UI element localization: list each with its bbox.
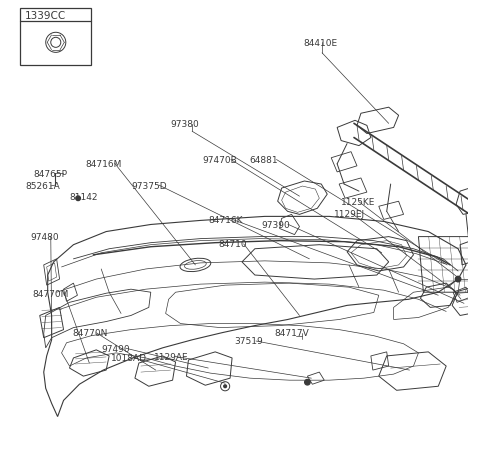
Text: 97480: 97480 <box>30 232 59 241</box>
Text: 1339CC: 1339CC <box>25 10 66 20</box>
Text: 1129AE: 1129AE <box>154 352 189 361</box>
Text: 84710: 84710 <box>218 240 247 249</box>
Text: 97390: 97390 <box>261 220 290 229</box>
Text: 97380: 97380 <box>171 120 199 129</box>
Text: 84765P: 84765P <box>33 169 67 178</box>
Text: 1129EJ: 1129EJ <box>334 209 365 218</box>
Circle shape <box>305 379 310 385</box>
Text: 37519: 37519 <box>235 337 263 346</box>
Text: 97470B: 97470B <box>203 156 237 165</box>
Text: 1125KE: 1125KE <box>341 197 376 207</box>
Text: 84410E: 84410E <box>304 39 338 48</box>
Circle shape <box>456 277 461 282</box>
Text: 84717V: 84717V <box>275 329 310 338</box>
Text: 97490: 97490 <box>101 344 130 353</box>
Text: 64881: 64881 <box>249 156 278 165</box>
Bar <box>20 9 91 66</box>
Text: 84770N: 84770N <box>72 329 108 338</box>
Circle shape <box>224 385 227 388</box>
Text: 81142: 81142 <box>70 193 98 202</box>
Text: 84716M: 84716M <box>86 159 122 168</box>
Text: 1018AD: 1018AD <box>111 353 147 362</box>
Circle shape <box>76 197 81 201</box>
Text: 97375D: 97375D <box>132 181 167 190</box>
Text: 85261A: 85261A <box>26 182 60 191</box>
Text: 84716K: 84716K <box>208 216 242 225</box>
Text: 84770M: 84770M <box>32 289 69 298</box>
